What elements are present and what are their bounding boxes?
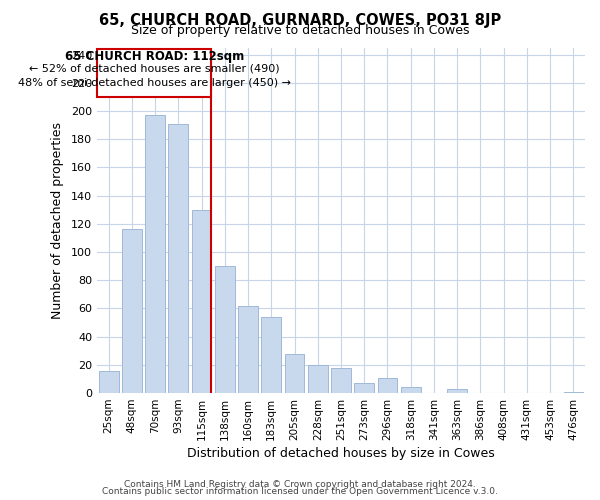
Y-axis label: Number of detached properties: Number of detached properties	[51, 122, 64, 319]
Bar	[331, 368, 351, 393]
FancyBboxPatch shape	[97, 49, 211, 97]
Bar	[122, 230, 142, 393]
Bar	[355, 383, 374, 393]
Text: 65 CHURCH ROAD: 112sqm: 65 CHURCH ROAD: 112sqm	[65, 50, 244, 64]
Bar	[238, 306, 258, 393]
Text: Contains HM Land Registry data © Crown copyright and database right 2024.: Contains HM Land Registry data © Crown c…	[124, 480, 476, 489]
Bar	[262, 317, 281, 393]
Bar	[284, 354, 304, 393]
Text: ← 52% of detached houses are smaller (490)
48% of semi-detached houses are large: ← 52% of detached houses are smaller (49…	[17, 63, 290, 88]
Text: 65, CHURCH ROAD, GURNARD, COWES, PO31 8JP: 65, CHURCH ROAD, GURNARD, COWES, PO31 8J…	[99, 12, 501, 28]
Bar	[308, 365, 328, 393]
Text: Contains public sector information licensed under the Open Government Licence v.: Contains public sector information licen…	[102, 487, 498, 496]
Bar	[169, 124, 188, 393]
Bar	[401, 388, 421, 393]
Text: Size of property relative to detached houses in Cowes: Size of property relative to detached ho…	[131, 24, 469, 37]
X-axis label: Distribution of detached houses by size in Cowes: Distribution of detached houses by size …	[187, 447, 495, 460]
Bar	[145, 115, 165, 393]
Bar	[563, 392, 583, 393]
Bar	[448, 389, 467, 393]
Bar	[192, 210, 211, 393]
Bar	[99, 370, 119, 393]
Bar	[215, 266, 235, 393]
Bar	[377, 378, 397, 393]
